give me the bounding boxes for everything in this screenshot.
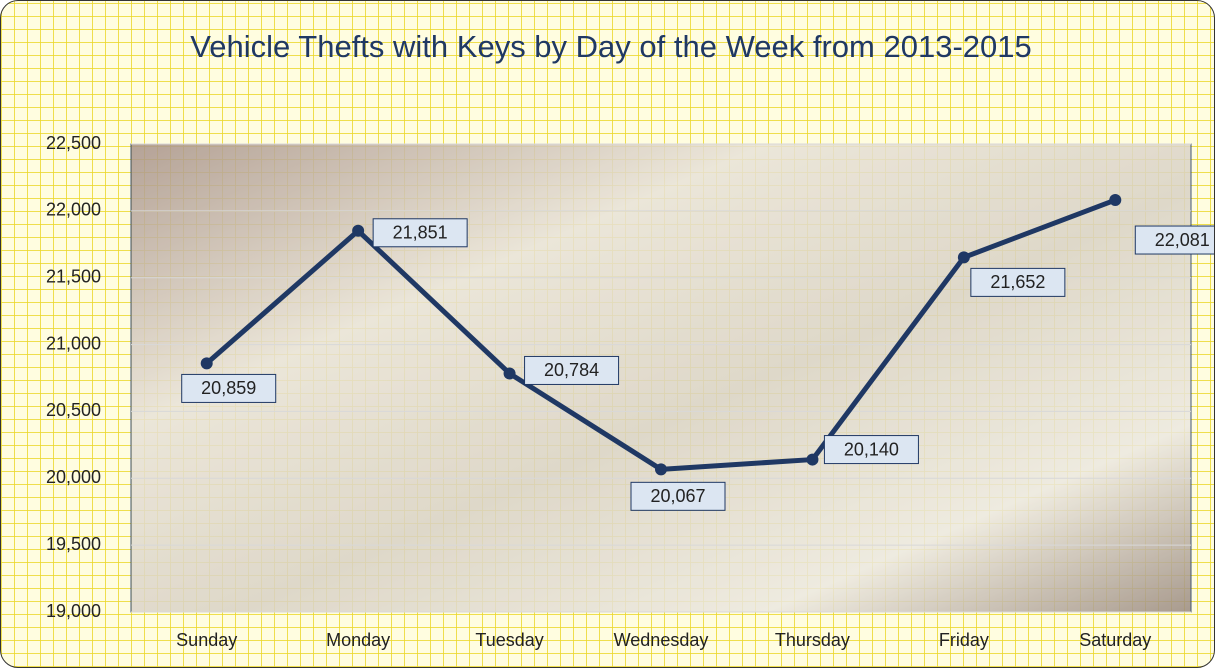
chart-title: Vehicle Thefts with Keys by Day of the W… xyxy=(131,25,1091,69)
data-point xyxy=(1109,194,1121,206)
y-tick-label: 20,500 xyxy=(46,400,101,420)
x-tick-label: Thursday xyxy=(775,630,850,650)
x-tick-label: Tuesday xyxy=(475,630,543,650)
data-point xyxy=(504,367,516,379)
y-tick-label: 19,000 xyxy=(46,601,101,621)
data-label: 20,140 xyxy=(844,439,899,459)
data-point xyxy=(201,357,213,369)
x-tick-label: Sunday xyxy=(176,630,237,650)
y-tick-label: 21,000 xyxy=(46,333,101,353)
plot-area xyxy=(131,144,1191,612)
data-label: 22,081 xyxy=(1155,230,1210,250)
data-label: 20,859 xyxy=(201,378,256,398)
y-tick-label: 22,000 xyxy=(46,200,101,220)
x-tick-label: Wednesday xyxy=(614,630,709,650)
data-label: 20,784 xyxy=(544,360,599,380)
data-label: 21,851 xyxy=(393,223,448,243)
y-tick-label: 22,500 xyxy=(46,133,101,153)
y-tick-label: 20,000 xyxy=(46,467,101,487)
data-label: 20,067 xyxy=(650,486,705,506)
x-tick-label: Monday xyxy=(326,630,390,650)
data-point xyxy=(958,251,970,263)
x-tick-label: Friday xyxy=(939,630,989,650)
chart-frame: 19,000 19,500 20,000 20,500 21,000 21,500 22,0… xyxy=(0,0,1215,668)
data-point xyxy=(655,463,667,475)
data-point xyxy=(352,225,364,237)
y-tick-label: 21,500 xyxy=(46,266,101,286)
chart: 19,000 19,500 20,000 20,500 21,000 21,500 22,0… xyxy=(1,1,1214,667)
data-label: 21,652 xyxy=(990,272,1045,292)
y-tick-label: 19,500 xyxy=(46,534,101,554)
x-tick-label: Saturday xyxy=(1079,630,1151,650)
data-point xyxy=(806,454,818,466)
